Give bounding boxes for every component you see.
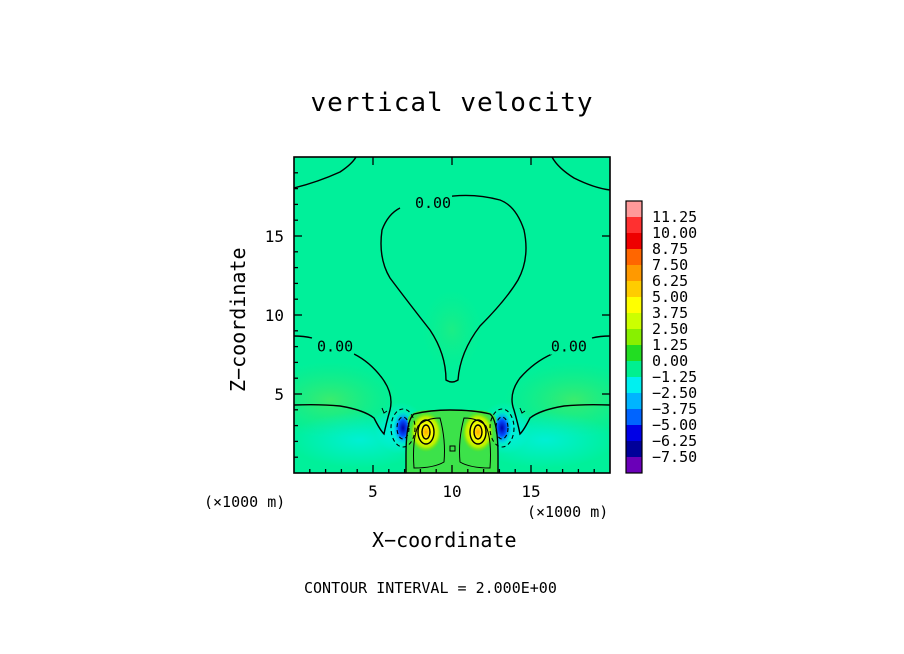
colorbar-label: 6.25 <box>652 272 688 290</box>
colorbar-label: −1.25 <box>652 368 697 386</box>
contour-lines-negative <box>390 408 515 448</box>
colorbar-swatch <box>626 361 642 377</box>
colorbar-swatch <box>626 409 642 425</box>
y-axis-label: Z−coordinate <box>226 247 250 393</box>
colorbar-label: −3.75 <box>652 400 697 418</box>
colorbar-label: 2.50 <box>652 320 688 338</box>
colorbar-label: −6.25 <box>652 432 697 450</box>
colorbar-label: −5.00 <box>652 416 697 434</box>
colorbar-swatch <box>626 265 642 281</box>
y-tick-label: 5 <box>274 385 284 404</box>
colorbar-swatch <box>626 377 642 393</box>
colorbar-swatch <box>626 217 642 233</box>
colorbar-swatch <box>626 345 642 361</box>
colorbar: 11.2510.008.757.506.255.003.752.501.250.… <box>625 200 697 474</box>
x-unit-label-right: (×1000 m) <box>527 503 609 521</box>
colorbar-swatch <box>626 201 642 217</box>
colorbar-label: 10.00 <box>652 224 697 242</box>
y-tick-label: 10 <box>265 306 284 325</box>
contour-labels: 0.00 0.00 0.00 <box>316 192 588 356</box>
colorbar-label: 7.50 <box>652 256 688 274</box>
colorbar-swatch <box>626 281 642 297</box>
contour-interval-footer: CONTOUR INTERVAL = 2.000E+00 <box>304 579 557 597</box>
x-unit-label-left: (×1000 m) <box>204 493 286 511</box>
y-tick-label: 15 <box>265 227 284 246</box>
colorbar-swatch <box>626 393 642 409</box>
colorbar-swatch <box>626 425 642 441</box>
colorbar-swatch <box>626 297 642 313</box>
colorbar-label: −2.50 <box>652 384 697 402</box>
colorbar-frame <box>625 200 643 474</box>
x-axis-label: X−coordinate <box>372 528 517 552</box>
colorbar-label: 11.25 <box>652 208 697 226</box>
contour-label: 0.00 <box>551 338 587 356</box>
axis-ticks <box>294 157 610 473</box>
colorbar-label: 1.25 <box>652 336 688 354</box>
colorbar-label: −7.50 <box>652 448 697 466</box>
x-tick-label: 15 <box>521 482 540 501</box>
contour-lines <box>294 157 610 473</box>
tick-labels: 5 10 15 5 10 15 <box>265 227 541 501</box>
colorbar-label: 3.75 <box>652 304 688 322</box>
colorbar-swatch <box>626 249 642 265</box>
colorbar-label: 5.00 <box>652 288 688 306</box>
colorbar-label: 0.00 <box>652 352 688 370</box>
colorbar-swatch <box>626 329 642 345</box>
x-tick-label: 5 <box>368 482 378 501</box>
colorbar-swatch <box>626 233 642 249</box>
colorbar-swatch <box>626 313 642 329</box>
contour-label: 0.00 <box>415 194 451 212</box>
x-tick-label: 10 <box>442 482 461 501</box>
contour-label-bg <box>316 336 355 355</box>
colorbar-label: 8.75 <box>652 240 688 258</box>
contour-label-bg <box>549 336 588 355</box>
chart-title: vertical velocity <box>310 88 594 118</box>
contour-label: 0.00 <box>317 338 353 356</box>
colorbar-swatch <box>626 441 642 457</box>
colorbar-swatch <box>626 457 642 473</box>
contour-label-bg <box>414 192 453 211</box>
